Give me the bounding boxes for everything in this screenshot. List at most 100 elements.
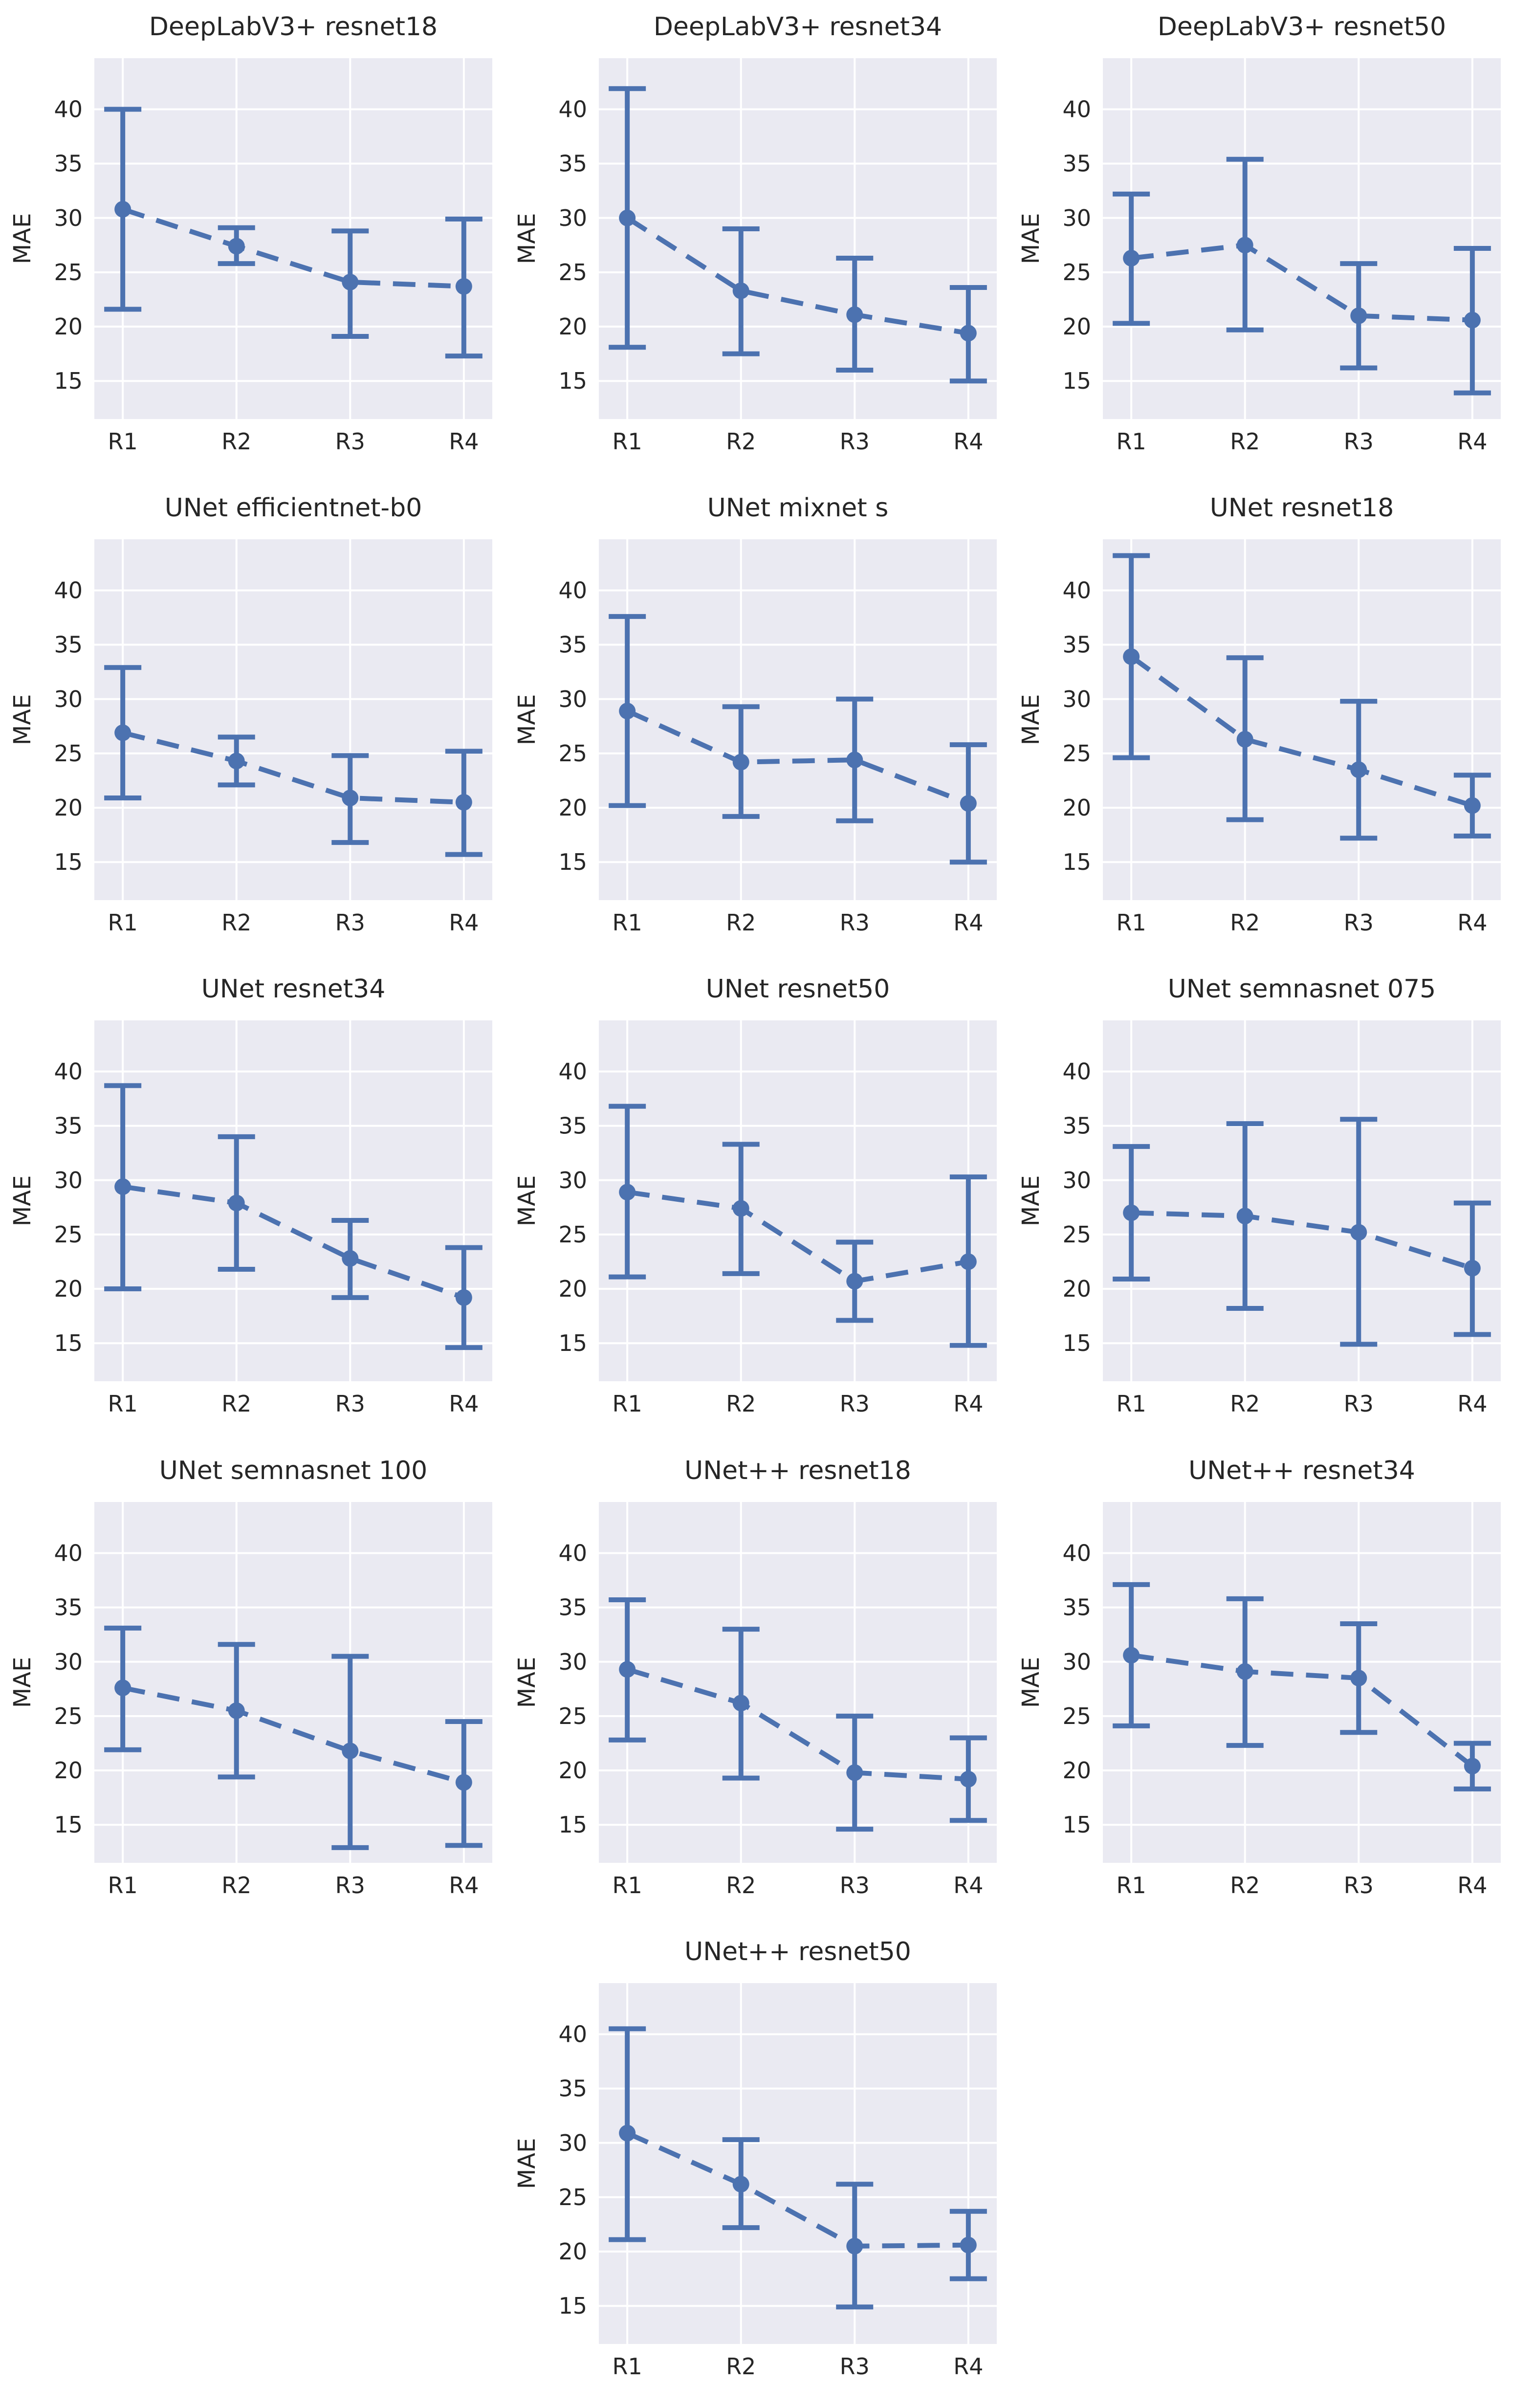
- trend-line: [122, 207, 464, 289]
- x-tick-label: R3: [839, 1391, 869, 1417]
- plot-panel: [94, 1020, 492, 1382]
- subplot-chart: 15 20 25 30 35 40 R1 R2 R3 R4 DeepLabV3+ resnet18 M…: [9, 12, 492, 455]
- trend-line: [122, 1685, 465, 1785]
- y-tick-label: 15: [558, 368, 587, 394]
- subplot-cell: 15 20 25 30 35 40 R1 R2 R3 R4 DeepLabV3+ resnet18 M…: [0, 0, 504, 481]
- plot-title: DeepLabV3+ resnet34: [653, 12, 942, 42]
- y-tick-label: 25: [1063, 1221, 1092, 1248]
- plot-title: UNet mixnet s: [707, 493, 888, 523]
- mean-marker: [732, 282, 749, 299]
- y-tick-label: 40: [558, 96, 587, 122]
- mean-marker: [1123, 1646, 1140, 1663]
- x-tick-label: R4: [449, 428, 479, 455]
- x-tick-label: R4: [449, 1391, 479, 1417]
- mean-marker: [846, 2237, 863, 2254]
- trend-line: [122, 730, 464, 805]
- y-tick-label: 25: [558, 740, 587, 767]
- y-tick-label: 15: [1063, 1812, 1092, 1838]
- x-tick-label: R2: [726, 428, 756, 455]
- mean-marker: [1350, 1224, 1367, 1241]
- y-tick-label: 35: [1063, 1113, 1092, 1139]
- y-tick-label: 35: [54, 1113, 83, 1139]
- y-tick-label: 25: [54, 740, 83, 767]
- x-tick-label: R3: [335, 909, 365, 936]
- plot-title: UNet semnasnet 100: [159, 1456, 427, 1485]
- x-tick-label: R2: [1230, 909, 1260, 936]
- x-tick-label: R2: [221, 1391, 251, 1417]
- x-tick-label: R4: [953, 1391, 983, 1417]
- x-tick-label: R2: [726, 909, 756, 936]
- subplot-cell: 15 20 25 30 35 40 R1 R2 R3 R4 UNet mixnet s MAE: [504, 481, 1009, 962]
- x-tick-label: R1: [612, 1872, 642, 1899]
- subplot-chart: 15 20 25 30 35 40 R1 R2 R3 R4 UNet efficientnet-b0…: [9, 493, 492, 936]
- y-tick-label: 35: [558, 1594, 587, 1620]
- subplot-cell: 15 20 25 30 35 40 R1 R2 R3 R4 UNet efficientnet-b0…: [0, 481, 504, 962]
- mean-marker: [1236, 237, 1253, 254]
- x-tick-label: R1: [108, 1872, 138, 1899]
- y-tick-label: 35: [54, 1594, 83, 1620]
- mean-marker: [618, 2124, 636, 2142]
- plot-panel: [1103, 539, 1501, 901]
- subplot-cell: 15 20 25 30 35 40 R1 R2 R3 R4 UNet++ resnet34 MAE: [1009, 1444, 1513, 1925]
- x-tick-label: R2: [221, 428, 251, 455]
- y-tick-label: 15: [54, 849, 83, 875]
- x-tick-label: R3: [839, 909, 869, 936]
- y-tick-label: 15: [1063, 1330, 1092, 1357]
- subplot-chart: 15 20 25 30 35 40 R1 R2 R3 R4 UNet semnasnet 100 MA…: [9, 1456, 492, 1899]
- y-tick-label: 30: [558, 1167, 587, 1193]
- x-tick-label: R2: [1230, 1391, 1260, 1417]
- subplot-chart: 15 20 25 30 35 40 R1 R2 R3 R4 DeepLabV3+ resnet34 M…: [513, 12, 997, 455]
- x-tick-label: R2: [1230, 428, 1260, 455]
- mean-marker: [114, 1679, 132, 1696]
- y-tick-label: 40: [54, 96, 83, 122]
- trend-line: [627, 1190, 969, 1284]
- x-tick-label: R1: [612, 2353, 642, 2380]
- plot-title: DeepLabV3+ resnet18: [149, 12, 438, 42]
- mean-marker: [114, 200, 132, 218]
- plot-panel: [598, 539, 997, 901]
- mean-marker: [732, 1694, 749, 1711]
- mean-marker: [1464, 1260, 1481, 1277]
- subplot-cell: 15 20 25 30 35 40 R1 R2 R3 R4 DeepLabV3+ resnet50 M…: [1009, 0, 1513, 481]
- trend-line: [626, 2130, 968, 2249]
- mean-marker: [228, 752, 245, 770]
- subplot-chart: 15 20 25 30 35 40 R1 R2 R3 R4 UNet resnet18 MAE: [1017, 493, 1501, 936]
- plot-title: UNet efficientnet-b0: [165, 493, 422, 523]
- y-tick-label: 20: [558, 795, 587, 821]
- y-tick-label: 20: [54, 1757, 83, 1784]
- mean-marker: [618, 1184, 636, 1201]
- plot-panel: [598, 58, 997, 419]
- mean-marker: [1350, 761, 1367, 778]
- y-tick-label: 35: [1063, 1594, 1092, 1620]
- y-tick-label: 15: [54, 1812, 83, 1838]
- x-tick-label: R3: [335, 1391, 365, 1417]
- y-tick-label: 30: [1063, 1167, 1092, 1193]
- subplot-cell: 15 20 25 30 35 40 R1 R2 R3 R4 UNet semnasnet 100 MA…: [0, 1444, 504, 1925]
- x-tick-label: R3: [839, 428, 869, 455]
- x-tick-label: R4: [953, 1872, 983, 1899]
- y-tick-label: 40: [558, 1540, 587, 1566]
- trend-line: [626, 708, 969, 806]
- y-tick-label: 25: [54, 259, 83, 286]
- plot-panel: [94, 58, 492, 419]
- y-axis-label: MAE: [9, 213, 36, 265]
- x-tick-label: R1: [1117, 1872, 1146, 1899]
- y-tick-label: 25: [54, 1702, 83, 1729]
- plot-title: UNet resnet18: [1210, 493, 1394, 523]
- mean-marker: [1236, 731, 1253, 748]
- y-axis-label: MAE: [9, 1657, 36, 1708]
- mean-marker: [846, 1764, 863, 1781]
- y-tick-label: 25: [1063, 259, 1092, 286]
- x-tick-label: R1: [1117, 1391, 1146, 1417]
- subplot-cell: 15 20 25 30 35 40 R1 R2 R3 R4 UNet++ resnet50 MAE: [504, 1925, 1009, 2406]
- y-tick-label: 30: [558, 2130, 587, 2156]
- y-tick-label: 25: [558, 1702, 587, 1729]
- y-tick-label: 15: [558, 849, 587, 875]
- mean-marker: [1350, 1669, 1367, 1686]
- subplot-chart: 15 20 25 30 35 40 R1 R2 R3 R4 UNet semnasnet 075 MA…: [1017, 974, 1501, 1417]
- mean-marker: [960, 2236, 977, 2253]
- y-tick-label: 35: [1063, 151, 1092, 177]
- mean-marker: [342, 790, 359, 807]
- y-tick-label: 20: [558, 313, 587, 340]
